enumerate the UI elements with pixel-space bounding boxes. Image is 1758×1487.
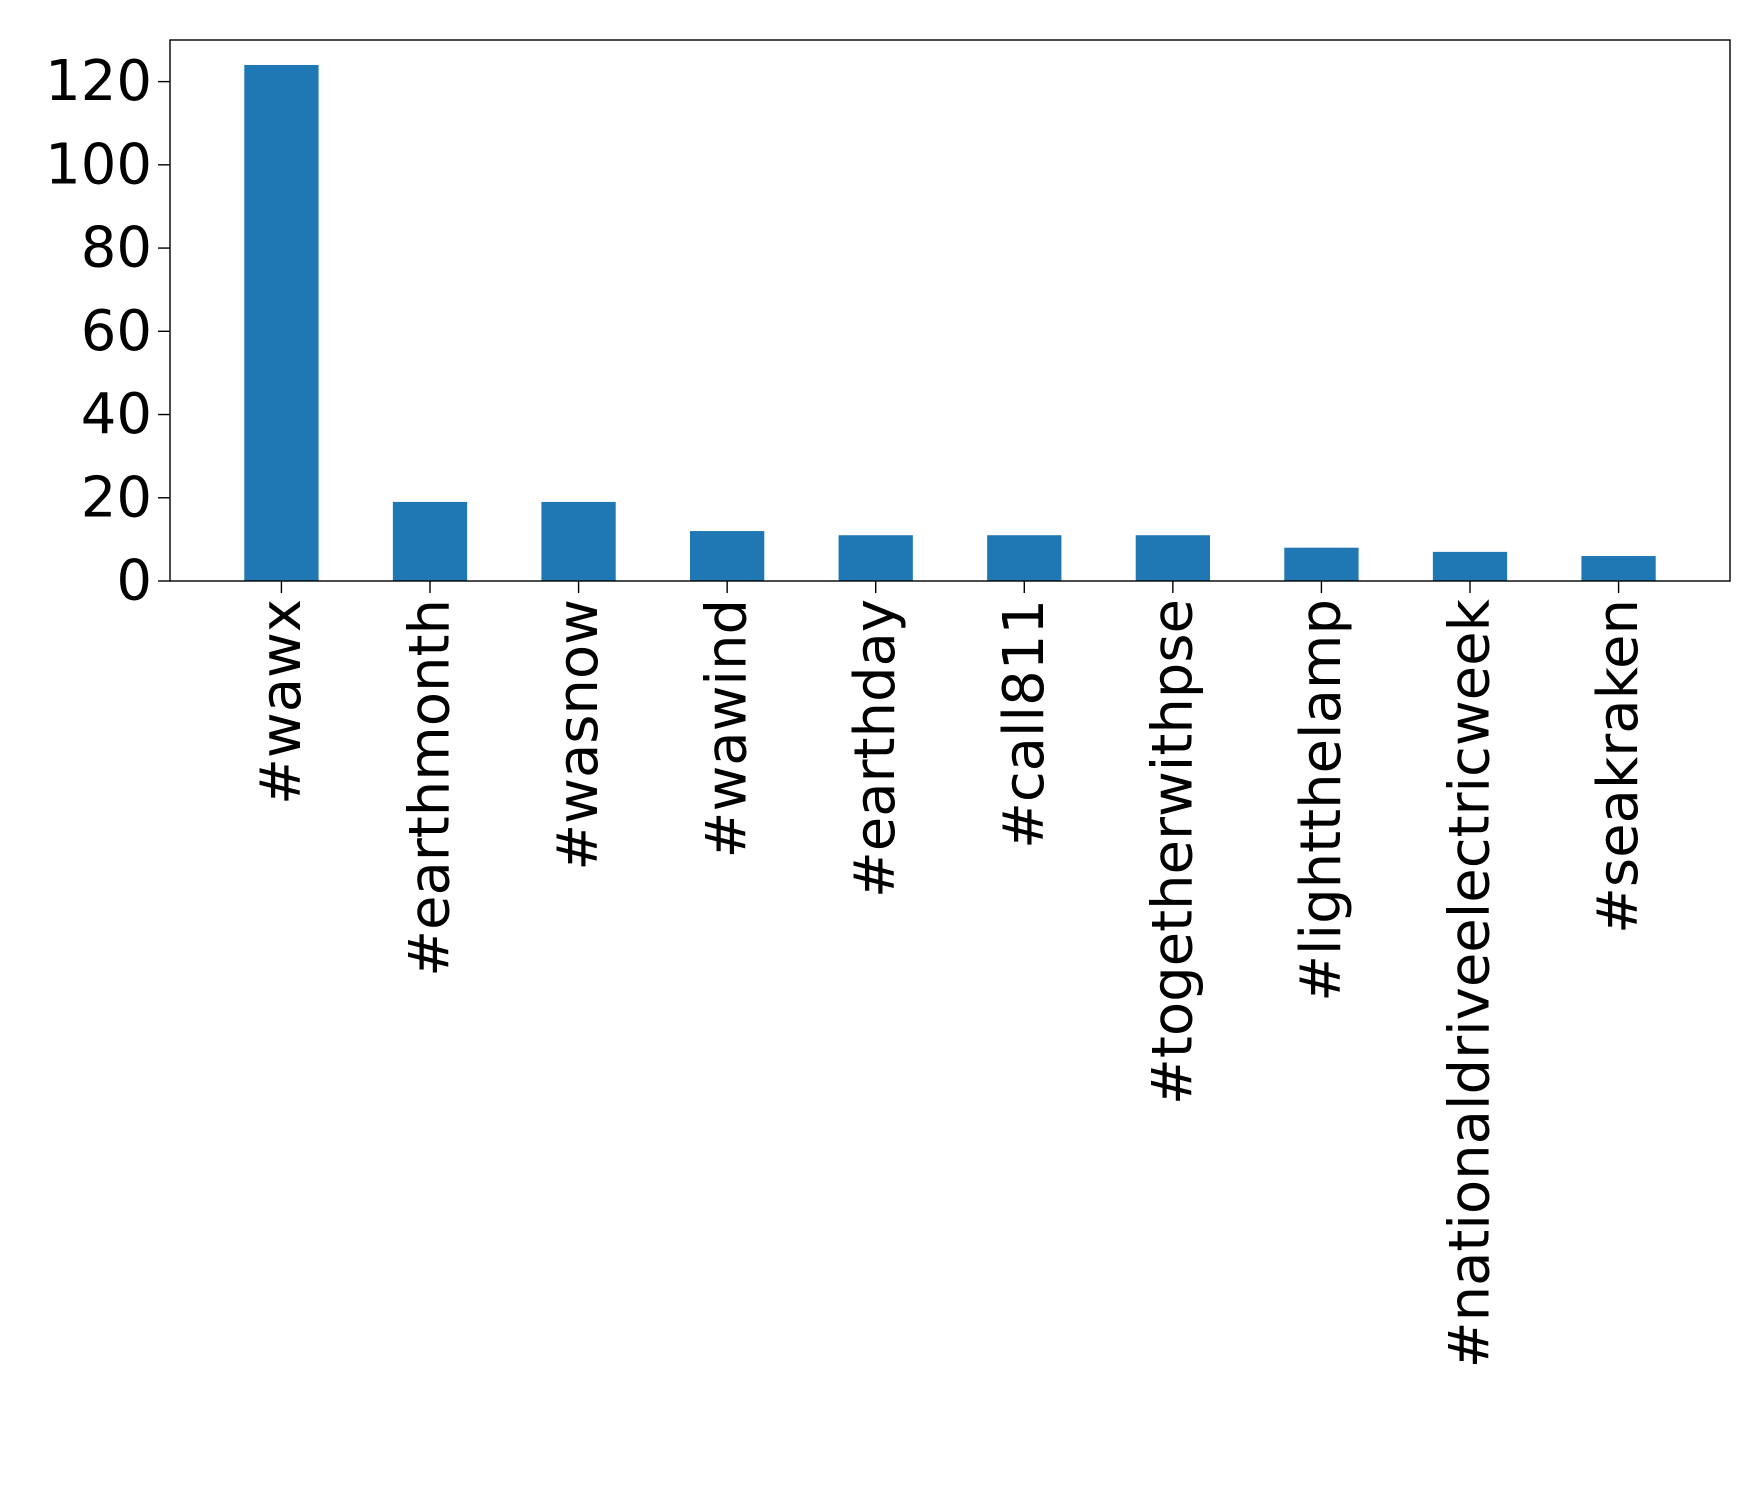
y-tick-label: 20 [81,465,152,530]
x-tick-label: #earthday [843,599,908,898]
x-tick-label: #togetherwithpse [1140,599,1205,1105]
y-tick-label: 80 [81,216,152,281]
y-axis: 0 20 40 60 80 100 120 [45,49,170,614]
x-tick-label: #earthmonth [398,599,463,977]
bar-wasnow [541,501,616,581]
bars-group [244,64,1656,581]
bar-wawind [690,531,765,581]
y-tick-label: 120 [45,49,152,114]
x-axis: #wawx #earthmonth #wasnow #wawind #earthday #… [249,581,1651,1368]
bar-call811 [987,535,1062,581]
y-tick-label: 100 [45,132,152,197]
bar-seakraken [1581,556,1656,581]
bar-earthmonth [392,501,468,581]
x-tick-label: #wawind [695,599,760,858]
x-tick-label: #nationaldriveelectricweek [1438,598,1503,1368]
y-tick-label: 40 [81,382,152,447]
bar-lightthelamp [1284,547,1359,581]
bar-nationaldriveelectricweek [1432,551,1508,581]
y-tick-label: 0 [116,549,152,614]
x-tick-label: #lightthelamp [1289,599,1354,1002]
x-tick-label: #wasnow [546,599,611,871]
bar-togetherwithpse [1135,535,1210,581]
x-tick-label: #call811 [992,599,1057,849]
plot-frame [169,39,1731,582]
bar-earthday [838,535,913,581]
bar-wawx [244,64,319,581]
y-tick-label: 60 [81,299,152,364]
x-tick-label: #seakraken [1586,599,1651,934]
x-tick-label: #wawx [249,599,314,805]
